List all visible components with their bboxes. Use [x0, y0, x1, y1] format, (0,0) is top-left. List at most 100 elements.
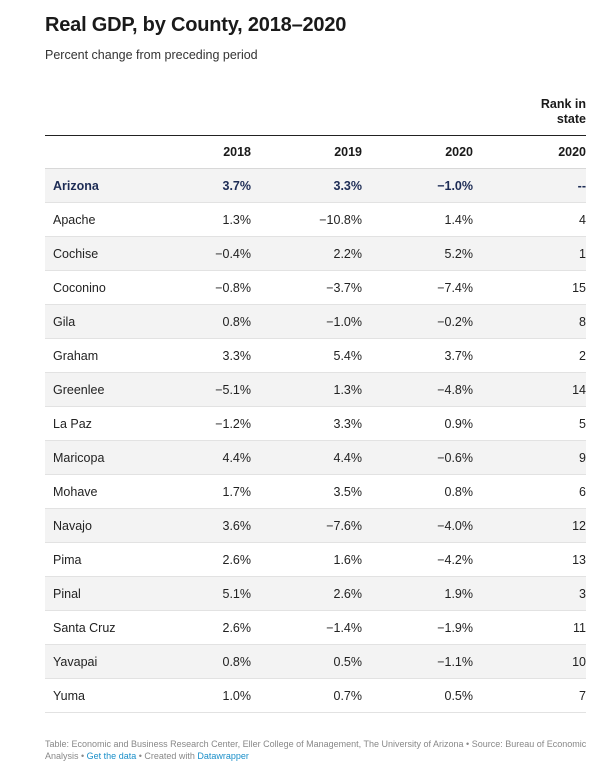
- value-2019-cell: 2.2%: [251, 236, 362, 271]
- table-row: Santa Cruz 2.6% −1.4% −1.9% 11: [45, 610, 586, 645]
- value-2020-cell: 3.7%: [362, 338, 473, 373]
- column-group-header-row: Rank in state: [45, 85, 586, 136]
- value-2019-cell: 1.3%: [251, 372, 362, 407]
- col-header-rank-2020[interactable]: 2020: [473, 135, 586, 169]
- table-row: Yuma 1.0% 0.7% 0.5% 7: [45, 678, 586, 713]
- value-2020-cell: −4.8%: [362, 372, 473, 407]
- col-header-county[interactable]: [45, 135, 153, 169]
- table-row: La Paz −1.2% 3.3% 0.9% 5: [45, 406, 586, 441]
- value-2020-cell: −7.4%: [362, 270, 473, 305]
- value-2020-cell: 0.8%: [362, 474, 473, 509]
- value-2018-cell: 1.0%: [153, 678, 251, 713]
- value-2020-cell: −1.9%: [362, 610, 473, 645]
- value-2019-cell: −1.0%: [251, 304, 362, 339]
- value-2018-cell: 3.6%: [153, 508, 251, 543]
- value-2019-cell: −10.8%: [251, 202, 362, 237]
- rank-cell: 5: [473, 406, 586, 441]
- value-2018-cell: −0.8%: [153, 270, 251, 305]
- value-2018-cell: 2.6%: [153, 610, 251, 645]
- rank-cell: 13: [473, 542, 586, 577]
- value-2018-cell: 1.3%: [153, 202, 251, 237]
- page-title: Real GDP, by County, 2018–2020: [45, 14, 347, 36]
- rank-cell: 8: [473, 304, 586, 339]
- group-header-blank: [362, 85, 473, 136]
- table-row: Graham 3.3% 5.4% 3.7% 2: [45, 338, 586, 373]
- source-footer: Table: Economic and Business Research Ce…: [45, 738, 590, 762]
- table-row: Mohave 1.7% 3.5% 0.8% 6: [45, 474, 586, 509]
- county-cell: Pima: [45, 542, 153, 577]
- value-2018-cell: 1.7%: [153, 474, 251, 509]
- value-2018-cell: 3.3%: [153, 338, 251, 373]
- table-row-state-total: Arizona 3.7% 3.3% −1.0% --: [45, 168, 586, 203]
- value-2020-cell: 1.9%: [362, 576, 473, 611]
- value-2019-cell: 3.3%: [251, 168, 362, 203]
- rank-cell: 14: [473, 372, 586, 407]
- value-2018-cell: 4.4%: [153, 440, 251, 475]
- value-2020-cell: 5.2%: [362, 236, 473, 271]
- county-cell: Arizona: [45, 168, 153, 203]
- county-cell: Greenlee: [45, 372, 153, 407]
- group-header-blank: [45, 85, 153, 136]
- table-card: Real GDP, by County, 2018–2020 Percent c…: [45, 14, 586, 761]
- county-cell: Yavapai: [45, 644, 153, 679]
- column-header-row: 2018 2019 2020 2020: [45, 135, 586, 169]
- value-2020-cell: −1.0%: [362, 168, 473, 203]
- value-2020-cell: −0.6%: [362, 440, 473, 475]
- group-header-blank: [153, 85, 251, 136]
- value-2020-cell: −4.0%: [362, 508, 473, 543]
- value-2019-cell: 1.6%: [251, 542, 362, 577]
- county-cell: Pinal: [45, 576, 153, 611]
- rank-cell: 9: [473, 440, 586, 475]
- rank-cell: 11: [473, 610, 586, 645]
- col-header-2018[interactable]: 2018: [153, 135, 251, 169]
- value-2018-cell: −0.4%: [153, 236, 251, 271]
- rank-cell: 3: [473, 576, 586, 611]
- table-row: Apache 1.3% −10.8% 1.4% 4: [45, 202, 586, 237]
- rank-group-header-label: Rank in state: [540, 97, 586, 126]
- table-row: Pima 2.6% 1.6% −4.2% 13: [45, 542, 586, 577]
- county-cell: Maricopa: [45, 440, 153, 475]
- datawrapper-link[interactable]: Datawrapper: [197, 751, 249, 761]
- county-cell: Coconino: [45, 270, 153, 305]
- table-row: Gila 0.8% −1.0% −0.2% 8: [45, 304, 586, 339]
- table-row: Navajo 3.6% −7.6% −4.0% 12: [45, 508, 586, 543]
- table-row: Pinal 5.1% 2.6% 1.9% 3: [45, 576, 586, 611]
- value-2020-cell: −4.2%: [362, 542, 473, 577]
- value-2019-cell: 5.4%: [251, 338, 362, 373]
- value-2018-cell: 2.6%: [153, 542, 251, 577]
- value-2019-cell: −3.7%: [251, 270, 362, 305]
- col-header-2020[interactable]: 2020: [362, 135, 473, 169]
- table-body: Arizona 3.7% 3.3% −1.0% -- Apache 1.3% −10.8% 1.…: [45, 168, 586, 713]
- value-2020-cell: 0.9%: [362, 406, 473, 441]
- value-2019-cell: 0.7%: [251, 678, 362, 713]
- rank-cell: --: [473, 168, 586, 203]
- value-2020-cell: −1.1%: [362, 644, 473, 679]
- county-cell: Gila: [45, 304, 153, 339]
- county-cell: Navajo: [45, 508, 153, 543]
- county-cell: Cochise: [45, 236, 153, 271]
- value-2018-cell: 0.8%: [153, 304, 251, 339]
- get-the-data-link[interactable]: Get the data: [86, 751, 137, 761]
- value-2020-cell: −0.2%: [362, 304, 473, 339]
- county-cell: Apache: [45, 202, 153, 237]
- rank-cell: 7: [473, 678, 586, 713]
- value-2019-cell: 2.6%: [251, 576, 362, 611]
- rank-cell: 12: [473, 508, 586, 543]
- value-2019-cell: 3.3%: [251, 406, 362, 441]
- table-row: Greenlee −5.1% 1.3% −4.8% 14: [45, 372, 586, 407]
- county-cell: Graham: [45, 338, 153, 373]
- table-row: Cochise −0.4% 2.2% 5.2% 1: [45, 236, 586, 271]
- county-cell: Mohave: [45, 474, 153, 509]
- table-row: Coconino −0.8% −3.7% −7.4% 15: [45, 270, 586, 305]
- col-header-2019[interactable]: 2019: [251, 135, 362, 169]
- value-2018-cell: 0.8%: [153, 644, 251, 679]
- value-2018-cell: 5.1%: [153, 576, 251, 611]
- value-2019-cell: 3.5%: [251, 474, 362, 509]
- rank-group-header: Rank in state: [473, 85, 586, 136]
- table-row: Yavapai 0.8% 0.5% −1.1% 10: [45, 644, 586, 679]
- rank-cell: 1: [473, 236, 586, 271]
- county-cell: La Paz: [45, 406, 153, 441]
- value-2019-cell: 0.5%: [251, 644, 362, 679]
- table-row: Maricopa 4.4% 4.4% −0.6% 9: [45, 440, 586, 475]
- value-2019-cell: −1.4%: [251, 610, 362, 645]
